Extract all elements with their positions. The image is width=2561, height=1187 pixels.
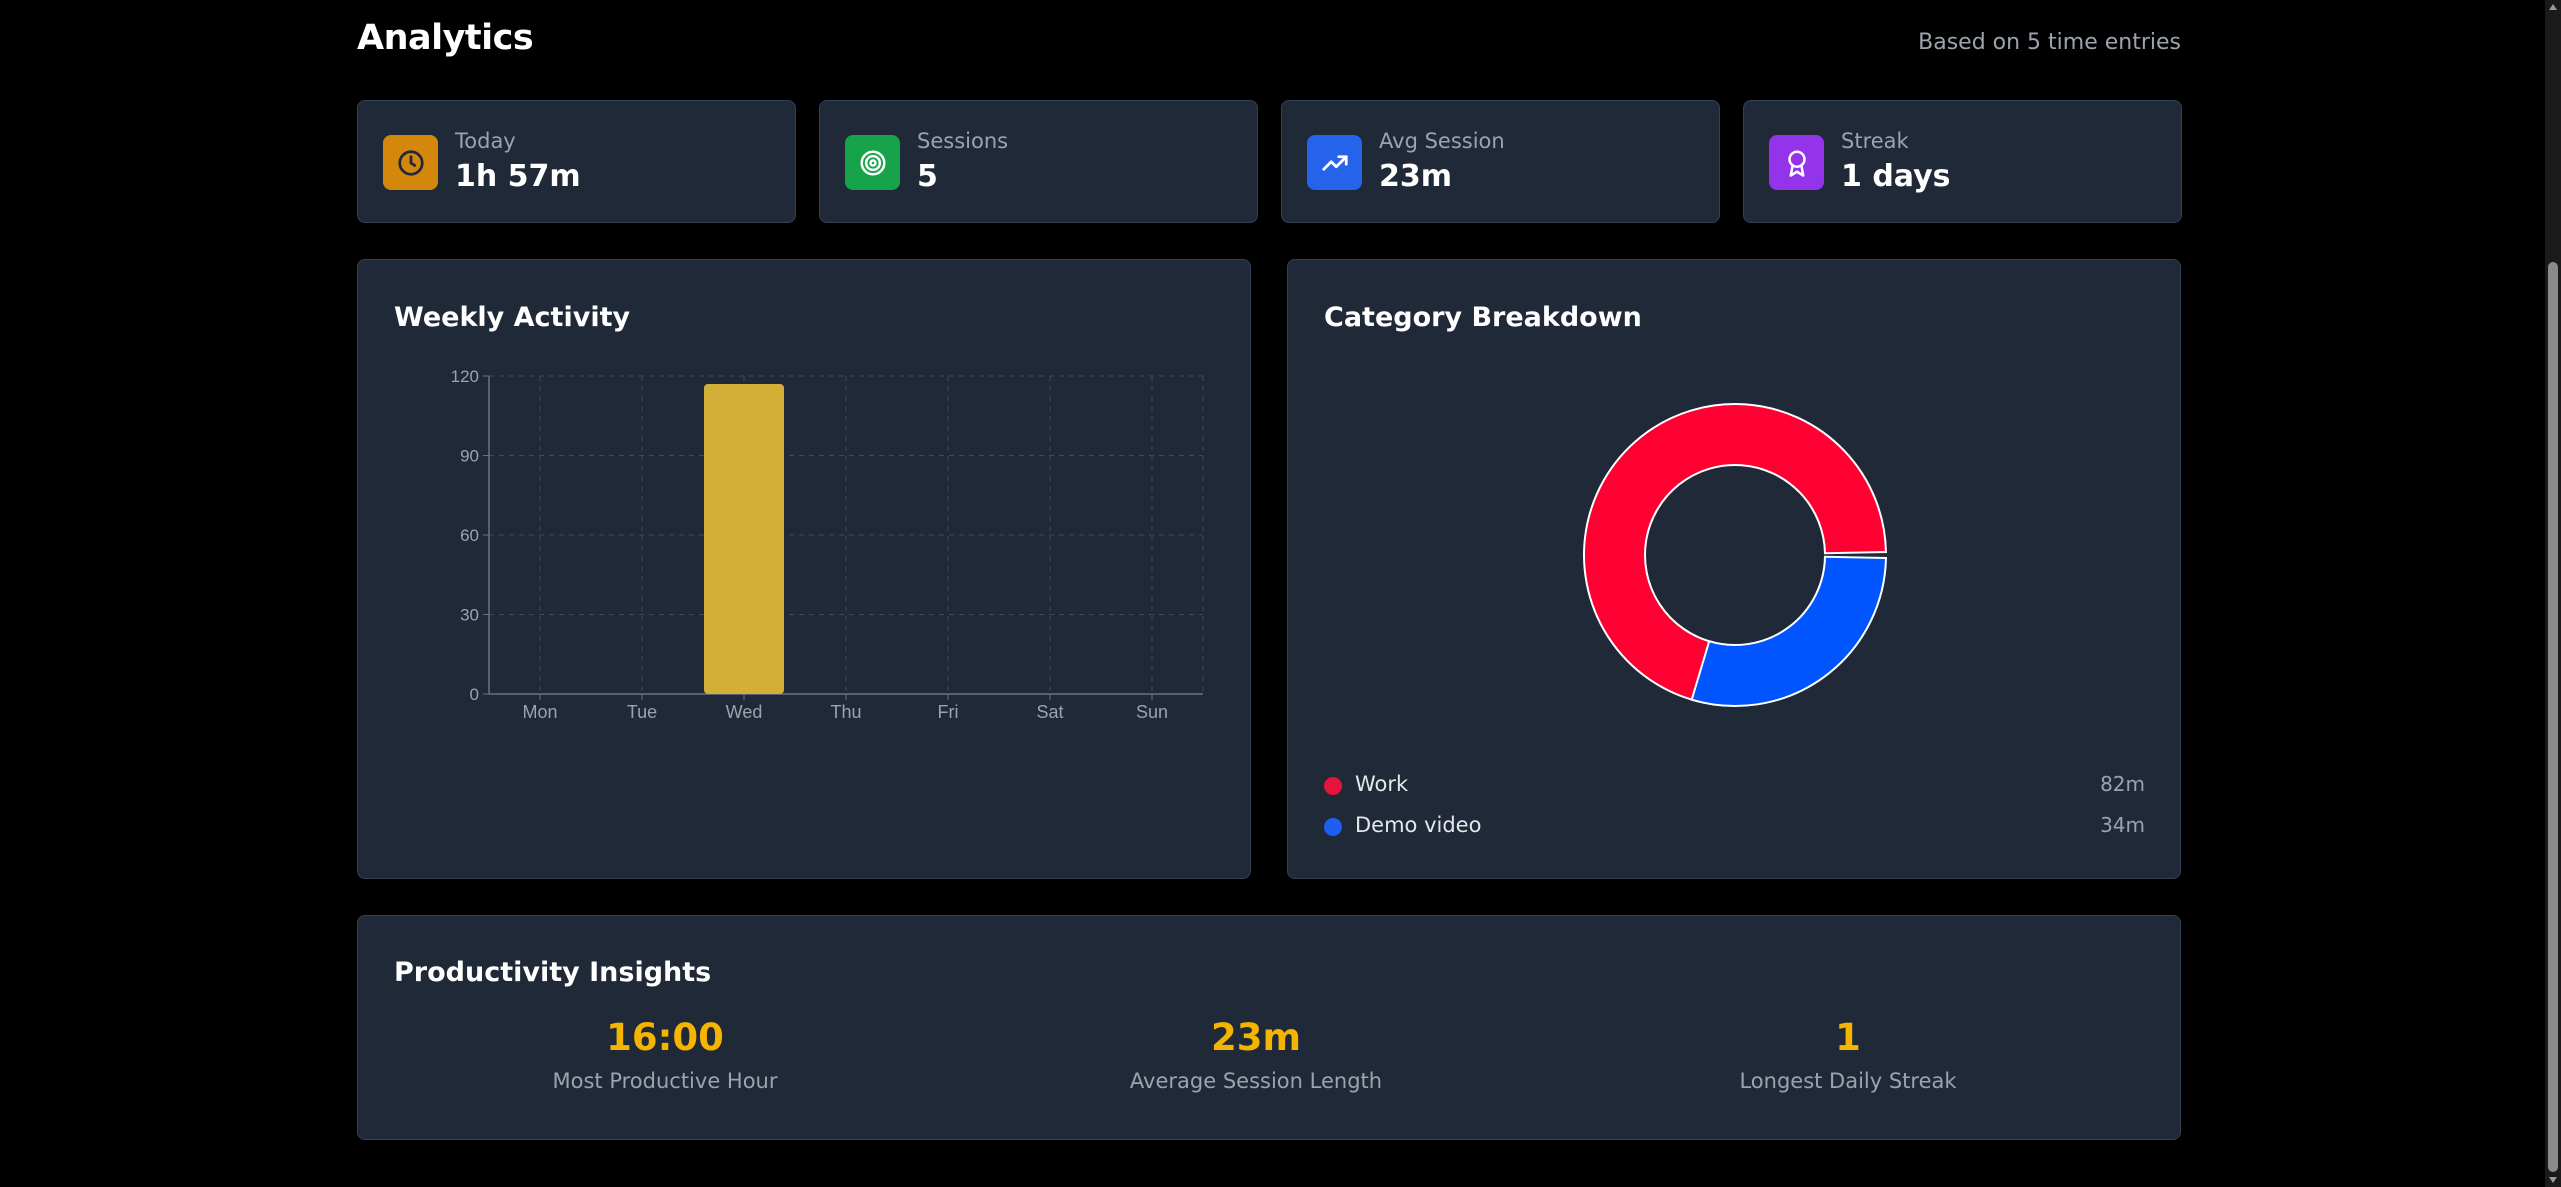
legend-value: 82m [2100,772,2145,796]
x-axis-tick-label: Sat [1036,702,1063,722]
insight-value: 23m [1210,1016,1302,1059]
legend-value: 34m [2100,813,2145,837]
donut-slice-work [1583,403,1887,703]
panel-title: Weekly Activity [394,302,631,333]
stat-label: Avg Session [1379,129,1505,153]
stat-card-sessions: Sessions 5 [819,100,1258,223]
legend-color-dot [1324,818,1342,836]
stat-card-avg-session: Avg Session 23m [1281,100,1720,223]
award-icon [1769,135,1824,190]
x-axis-tick-label: Sun [1136,702,1168,722]
stat-card-today: Today 1h 57m [357,100,796,223]
entries-summary: Based on 5 time entries [1918,30,2181,55]
insight-value: 1 [1835,1016,1861,1059]
stat-label: Streak [1841,129,1909,153]
insight-label: Average Session Length [1129,1069,1383,1093]
stat-label: Today [455,129,516,153]
bar-wed [704,383,784,694]
productivity-insights-panel: Productivity Insights 16:00 Most Product… [357,915,2181,1140]
y-axis-tick-label: 90 [460,447,479,466]
stat-value: 23m [1379,159,1453,194]
target-icon [845,135,900,190]
trending-up-icon [1307,135,1362,190]
weekly-activity-chart: 0 30 60 90 120 Mon Tue Wed Thu Fri Sat Sun [451,367,1204,722]
x-axis-tick-label: Wed [726,702,763,722]
y-axis-tick-label: 120 [451,367,479,386]
page-scrollbar[interactable] [2545,0,2561,1187]
page-title: Analytics [357,18,534,58]
scroll-down-arrow-icon[interactable] [2549,1177,2557,1183]
insight-longest-daily-streak: 1 Longest Daily Streak [1578,1016,2118,1093]
insight-average-session-length: 23m Average Session Length [986,1016,1526,1093]
x-axis-tick-label: Fri [938,702,959,722]
y-axis-tick-label: 30 [460,606,479,625]
scroll-up-arrow-icon[interactable] [2549,4,2557,10]
clock-icon [383,135,438,190]
category-breakdown-panel: Category Breakdown Work 82m Demo video 3… [1287,259,2181,879]
panel-title: Category Breakdown [1324,302,1642,333]
scrollbar-thumb[interactable] [2548,262,2558,1172]
y-axis-tick-label: 0 [470,685,479,704]
panel-title: Productivity Insights [394,957,712,988]
x-axis-tick-label: Thu [830,702,861,722]
legend-item-work: Work 82m [1324,772,2145,802]
stat-value: 1h 57m [455,159,581,194]
insight-label: Most Productive Hour [552,1069,778,1093]
legend-color-dot [1324,777,1342,795]
legend-label: Demo video [1355,813,1482,837]
x-axis-tick-label: Tue [627,702,657,722]
y-axis-tick-label: 60 [460,526,479,545]
stat-value: 5 [917,159,938,194]
insight-label: Longest Daily Streak [1739,1069,1957,1093]
stat-label: Sessions [917,129,1009,153]
stat-value: 1 days [1841,159,1951,194]
legend-item-demo-video: Demo video 34m [1324,813,2145,843]
donut-slice-demo-video [1690,555,1887,707]
insight-value: 16:00 [606,1016,724,1059]
legend-label: Work [1355,772,1409,796]
stat-card-streak: Streak 1 days [1743,100,2182,223]
insight-most-productive-hour: 16:00 Most Productive Hour [395,1016,935,1093]
weekly-activity-panel: Weekly Activity 0 30 60 90 120 Mon Tue Wed Thu Fr… [357,259,1251,879]
category-donut-chart [1583,403,1887,707]
x-axis-tick-label: Mon [522,702,557,722]
page-header: Analytics Based on 5 time entries [357,18,2181,68]
